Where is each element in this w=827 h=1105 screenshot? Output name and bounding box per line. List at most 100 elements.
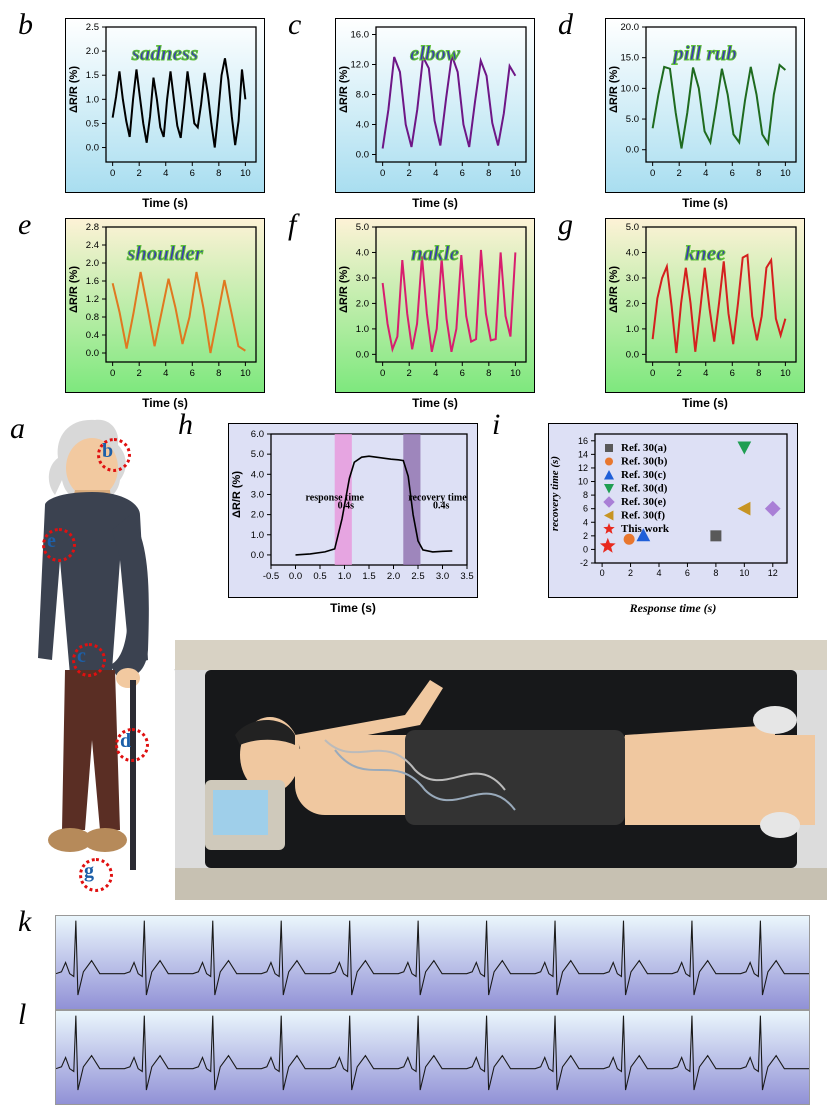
svg-text:6: 6 (190, 168, 195, 179)
svg-text:12: 12 (578, 463, 588, 473)
svg-text:8: 8 (216, 168, 221, 179)
chart-title-g: knee (606, 241, 804, 266)
svg-text:0: 0 (600, 568, 605, 578)
chart-sadness: 0.0 0.5 1.0 1.5 2.0 2.5 0 2 4 6 8 10 ΔR/R (%) Time (s… (65, 18, 265, 193)
svg-text:2: 2 (407, 168, 412, 179)
panel-label-l: l (18, 998, 26, 1032)
svg-text:0.5: 0.5 (86, 118, 99, 129)
chart-ankle: 0.0 1.0 2.0 3.0 4.0 5.0 0 2 4 6 8 10 ΔR/R (%) Time (s… (335, 218, 535, 393)
svg-text:0: 0 (380, 168, 385, 179)
svg-text:response time: response time (306, 493, 365, 504)
svg-text:3.0: 3.0 (356, 273, 369, 284)
svg-text:5.0: 5.0 (626, 114, 639, 125)
body-figure: b e c d g f (0, 410, 175, 890)
svg-text:Ref. 30(e): Ref. 30(e) (621, 496, 667, 508)
svg-text:8: 8 (216, 368, 221, 379)
svg-text:8: 8 (756, 368, 761, 379)
svg-text:16.0: 16.0 (351, 30, 370, 41)
svg-text:6: 6 (583, 504, 588, 514)
chart-title-b: sadness (66, 41, 264, 66)
svg-text:0: 0 (583, 544, 588, 554)
svg-text:10: 10 (510, 168, 521, 179)
x-axis-label-b: Time (s) (66, 196, 264, 210)
svg-text:10.0: 10.0 (621, 83, 640, 94)
svg-text:Ref. 30(f): Ref. 30(f) (621, 510, 665, 522)
svg-text:Ref. 30(c): Ref. 30(c) (621, 469, 667, 481)
x-axis-label-g: Time (s) (606, 396, 804, 410)
chart-knee: 0.0 1.0 2.0 3.0 4.0 5.0 0 2 4 6 8 10 ΔR/R (%) Time (s… (605, 218, 805, 393)
svg-text:0.4s: 0.4s (338, 501, 355, 512)
chart-title-d: pill rub (606, 41, 804, 66)
svg-text:0.0: 0.0 (86, 348, 99, 359)
svg-text:16: 16 (578, 436, 588, 446)
svg-text:8: 8 (583, 490, 588, 500)
svg-text:2: 2 (137, 368, 142, 379)
marker-label-e: e (47, 530, 56, 553)
svg-text:6.0: 6.0 (251, 429, 264, 440)
panel-label-i: i (492, 408, 500, 442)
svg-text:5.0: 5.0 (626, 222, 639, 233)
y-axis-label-d: ΔR/R (%) (608, 66, 620, 113)
ecg-strip-l (55, 1010, 810, 1105)
svg-text:0.0: 0.0 (356, 349, 369, 360)
svg-text:0: 0 (650, 168, 655, 179)
panel-label-g: g (558, 208, 573, 242)
chart-title-c: elbow (336, 41, 534, 66)
chart-response-recovery: 0.0 1.0 2.0 3.0 4.0 5.0 6.0 -0.5 0.0 0.5 1.0 1.5 2.0… (228, 423, 478, 598)
svg-text:8.0: 8.0 (356, 90, 369, 101)
svg-text:1.0: 1.0 (251, 530, 264, 541)
x-axis-label-h: Time (s) (229, 601, 477, 615)
y-axis-label-e: ΔR/R (%) (68, 266, 80, 313)
svg-text:1.0: 1.0 (356, 324, 369, 335)
svg-text:4.0: 4.0 (251, 469, 264, 480)
y-axis-label-b: ΔR/R (%) (68, 66, 80, 113)
svg-text:4: 4 (656, 568, 661, 578)
chart-title-f: nakle (336, 241, 534, 266)
svg-text:20.0: 20.0 (621, 22, 640, 33)
panel-label-e: e (18, 208, 31, 242)
chart-shoulder: 0.0 0.4 0.8 1.2 1.6 2.0 2.4 2.8 0 2 4 6 8 10 ΔR/R (%) T… (65, 218, 265, 393)
svg-text:3.5: 3.5 (460, 571, 473, 582)
svg-text:1.6: 1.6 (86, 276, 99, 287)
svg-text:6: 6 (190, 368, 195, 379)
svg-text:2.0: 2.0 (626, 298, 639, 309)
svg-text:0.0: 0.0 (289, 571, 302, 582)
svg-text:10: 10 (240, 168, 251, 179)
svg-text:8: 8 (486, 368, 491, 379)
marker-label-c: c (77, 645, 86, 668)
svg-text:Ref. 30(d): Ref. 30(d) (621, 483, 668, 495)
svg-text:14: 14 (578, 449, 588, 459)
svg-text:0: 0 (110, 168, 115, 179)
panel-label-f: f (288, 208, 296, 242)
svg-text:8: 8 (486, 168, 491, 179)
svg-text:6: 6 (460, 368, 465, 379)
svg-text:6: 6 (730, 368, 735, 379)
svg-text:0: 0 (380, 368, 385, 379)
panel-label-h: h (178, 408, 193, 442)
marker-label-g: g (84, 860, 94, 883)
svg-text:6: 6 (685, 568, 690, 578)
panel-label-k: k (18, 905, 31, 939)
panel-label-c: c (288, 8, 301, 42)
y-axis-label-c: ΔR/R (%) (338, 66, 350, 113)
y-axis-label-f: ΔR/R (%) (338, 266, 350, 313)
svg-text:0.4: 0.4 (86, 330, 99, 341)
svg-text:2: 2 (137, 168, 142, 179)
svg-text:4: 4 (583, 517, 588, 527)
svg-text:0: 0 (650, 368, 655, 379)
svg-text:12: 12 (768, 568, 778, 578)
svg-text:4: 4 (163, 168, 168, 179)
svg-text:10: 10 (510, 368, 521, 379)
y-axis-label-h: ΔR/R (%) (231, 471, 243, 518)
panel-label-d: d (558, 8, 573, 42)
svg-text:-2: -2 (580, 558, 588, 568)
svg-text:5.0: 5.0 (356, 222, 369, 233)
x-axis-label-i: Response time (s) (549, 601, 797, 616)
svg-text:10: 10 (739, 568, 749, 578)
svg-text:1.5: 1.5 (362, 571, 375, 582)
svg-text:10: 10 (240, 368, 251, 379)
svg-text:4: 4 (433, 168, 438, 179)
svg-text:0.0: 0.0 (251, 550, 264, 561)
svg-text:1.0: 1.0 (86, 94, 99, 105)
svg-text:3.0: 3.0 (436, 571, 449, 582)
